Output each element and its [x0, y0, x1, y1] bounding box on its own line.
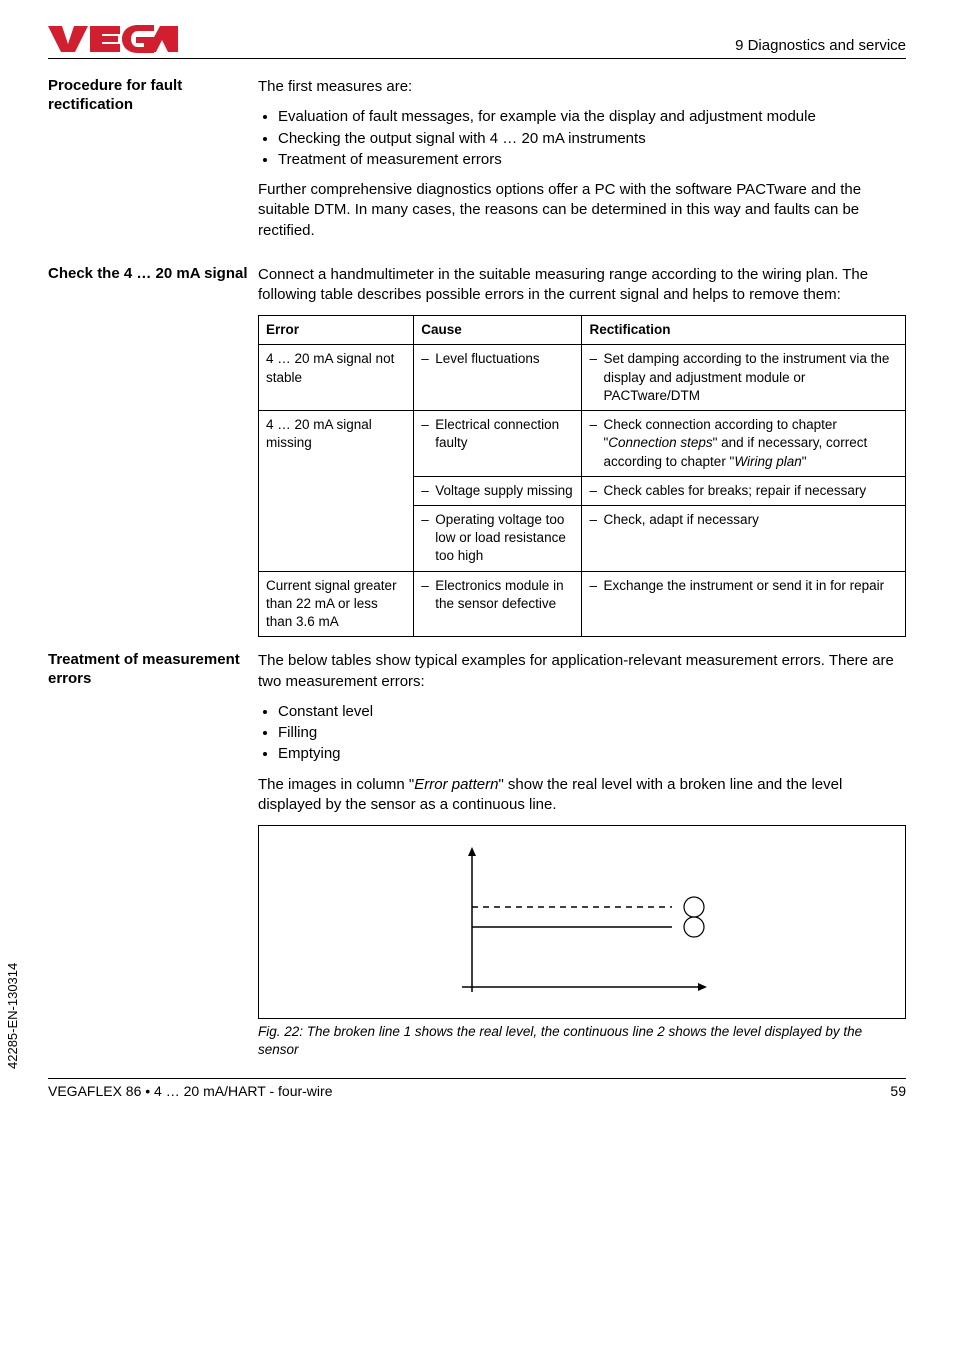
list-item: Emptying	[278, 744, 906, 764]
section-body-procedure: The first measures are: Evaluation of fa…	[258, 77, 906, 251]
logo	[48, 24, 178, 54]
section-heading-procedure: Procedure for fault rectification	[48, 77, 258, 251]
cell-rect: –Check cables for breaks; repair if nece…	[582, 476, 906, 505]
table-row: 4 … 20 mA signal not stable –Level fluct…	[259, 345, 906, 411]
section-body-check-signal: Connect a handmultimeter in the suitable…	[258, 265, 906, 638]
section-body-treatment: The below tables show typical examples f…	[258, 651, 906, 1058]
cell-cause: –Electronics module in the sensor defect…	[414, 571, 582, 637]
cell-error: 4 … 20 mA signal missing	[259, 411, 414, 572]
page-number: 59	[890, 1083, 906, 1099]
first-measures-list: Evaluation of fault messages, for exampl…	[258, 107, 906, 170]
error-types-list: Constant level Filling Emptying	[258, 702, 906, 765]
table-row: 4 … 20 mA signal missing –Electrical con…	[259, 411, 906, 477]
error-table: Error Cause Rectification 4 … 20 mA sign…	[258, 315, 906, 637]
page-header: 9 Diagnostics and service	[48, 24, 906, 59]
list-item: Evaluation of fault messages, for exampl…	[278, 107, 906, 127]
document-id-side: 42285-EN-130314	[5, 963, 20, 1069]
paragraph: The images in column "Error pattern" sho…	[258, 775, 906, 816]
cell-cause: –Level fluctuations	[414, 345, 582, 411]
list-item: Checking the output signal with 4 … 20 m…	[278, 129, 906, 149]
list-item: Filling	[278, 723, 906, 743]
section-heading-treatment: Treatment of measurement errors	[48, 651, 258, 1058]
cell-cause: –Voltage supply missing	[414, 476, 582, 505]
paragraph: Further comprehensive diagnostics option…	[258, 180, 906, 241]
figure-22	[258, 825, 906, 1019]
header-section: 9 Diagnostics and service	[735, 37, 906, 54]
figure-caption: Fig. 22: The broken line 1 shows the rea…	[258, 1023, 906, 1058]
intro-text: The first measures are:	[258, 77, 906, 97]
table-header-row: Error Cause Rectification	[259, 316, 906, 345]
col-rectification: Rectification	[582, 316, 906, 345]
cell-error: 4 … 20 mA signal not stable	[259, 345, 414, 411]
cell-rect: –Check connection according to chapter "…	[582, 411, 906, 477]
page-footer: VEGAFLEX 86 • 4 … 20 mA/HART - four-wire…	[48, 1078, 906, 1099]
list-item: Constant level	[278, 702, 906, 722]
table-row: Current signal greater than 22 mA or les…	[259, 571, 906, 637]
cell-error: Current signal greater than 22 mA or les…	[259, 571, 414, 637]
intro-text: Connect a handmultimeter in the suitable…	[258, 265, 906, 306]
section-heading-check-signal: Check the 4 … 20 mA signal	[48, 265, 258, 638]
col-cause: Cause	[414, 316, 582, 345]
cell-cause: –Electrical connection faulty	[414, 411, 582, 477]
col-error: Error	[259, 316, 414, 345]
cell-cause: –Operating voltage too low or load resis…	[414, 506, 582, 572]
footer-title: VEGAFLEX 86 • 4 … 20 mA/HART - four-wire	[48, 1083, 332, 1099]
list-item: Treatment of measurement errors	[278, 150, 906, 170]
intro-text: The below tables show typical examples f…	[258, 651, 906, 692]
cell-rect: –Check, adapt if necessary	[582, 506, 906, 572]
cell-rect: –Exchange the instrument or send it in f…	[582, 571, 906, 637]
cell-rect: –Set damping according to the instrument…	[582, 345, 906, 411]
